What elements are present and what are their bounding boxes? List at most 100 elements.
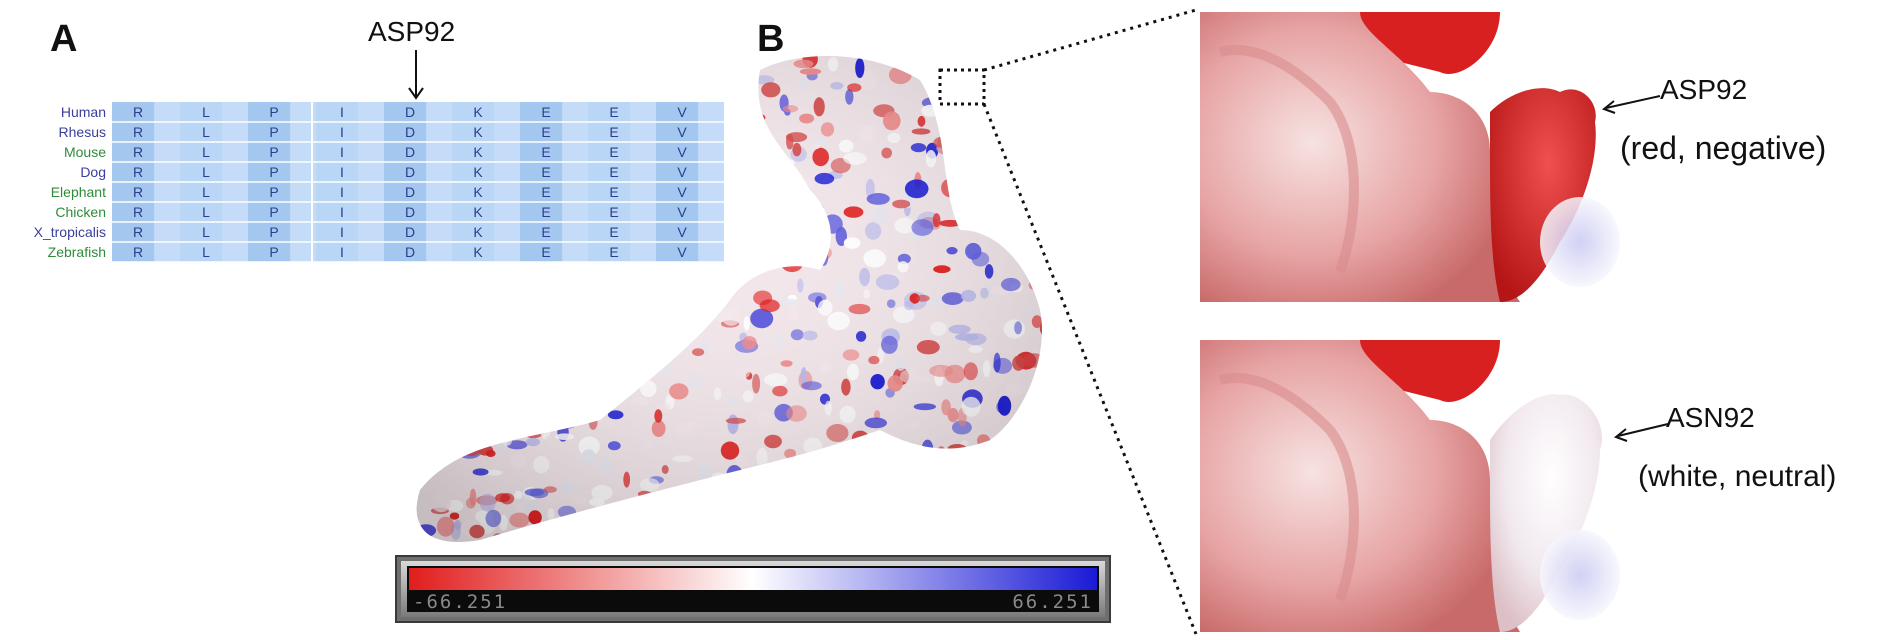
- surface-patch: [535, 110, 552, 118]
- surface-patch: [516, 257, 539, 276]
- surface-patch: [971, 63, 984, 71]
- surface-patch: [984, 133, 1007, 147]
- surface-patch: [892, 496, 910, 511]
- surface-patch: [1014, 532, 1028, 542]
- surface-patch: [549, 381, 561, 393]
- surface-patch: [445, 217, 460, 228]
- surface-patch: [1023, 129, 1032, 140]
- surface-patch: [1076, 225, 1095, 244]
- panel-a-label: A: [50, 18, 78, 60]
- surface-patch: [1070, 81, 1091, 88]
- surface-patch: [766, 179, 788, 194]
- surface-patch: [530, 103, 548, 123]
- surface-patch: [498, 56, 514, 65]
- surface-patch: [416, 56, 439, 66]
- surface-patch: [992, 189, 1014, 198]
- surface-patch: [418, 423, 428, 438]
- surface-patch: [969, 514, 982, 530]
- residue-cell: P: [269, 104, 278, 120]
- surface-patch: [421, 374, 430, 384]
- residue-cell: D: [405, 124, 415, 140]
- surface-patch: [1072, 394, 1092, 403]
- surface-patch: [484, 40, 503, 56]
- surface-patch: [664, 224, 687, 242]
- surface-patch: [738, 187, 746, 204]
- species-label: Zebrafish: [48, 244, 106, 260]
- surface-patch: [541, 406, 555, 422]
- surface-patch: [670, 180, 687, 187]
- surface-patch: [587, 222, 600, 231]
- surface-patch: [551, 223, 569, 232]
- surface-patch: [416, 143, 424, 163]
- surface-patch: [1059, 40, 1071, 46]
- surface-patch: [427, 297, 444, 306]
- surface-patch: [517, 206, 535, 226]
- surface-patch: [1021, 460, 1034, 478]
- residue-cell: P: [269, 224, 278, 240]
- surface-patch: [1025, 201, 1034, 219]
- surface-patch: [731, 86, 747, 104]
- surface-patch: [487, 194, 502, 203]
- surface-patch: [490, 274, 501, 290]
- surface-patch: [611, 66, 630, 76]
- surface-patch: [400, 458, 414, 465]
- surface-patch: [534, 132, 546, 144]
- surface-patch: [438, 64, 451, 82]
- surface-patch: [869, 462, 884, 479]
- surface-patch: [628, 91, 648, 100]
- surface-patch: [471, 119, 480, 129]
- surface-patch: [490, 290, 503, 303]
- surface-patch: [1079, 525, 1089, 533]
- surface-patch: [488, 218, 501, 225]
- surface-patch: [709, 152, 730, 163]
- residue-cell: E: [609, 124, 618, 140]
- residue-cell: E: [609, 204, 618, 220]
- surface-patch: [1073, 509, 1083, 517]
- residue-cell: L: [202, 144, 210, 160]
- residue-cell: P: [269, 184, 278, 200]
- surface-patch: [767, 183, 780, 197]
- surface-patch: [699, 230, 716, 250]
- surface-patch: [511, 266, 522, 274]
- surface-patch: [758, 261, 768, 269]
- surface-patch: [807, 533, 826, 540]
- surface-patch: [400, 279, 410, 290]
- surface-patch: [954, 471, 963, 483]
- surface-patch: [453, 40, 465, 50]
- surface-patch: [550, 336, 568, 344]
- surface-patch: [1005, 541, 1023, 542]
- surface-patch: [733, 40, 742, 54]
- surface-patch: [508, 339, 520, 350]
- surface-patch: [725, 70, 741, 88]
- surface-patch: [473, 356, 490, 364]
- surface-patch: [1049, 195, 1058, 213]
- surface-patch: [447, 425, 460, 440]
- surface-patch: [949, 56, 962, 74]
- surface-patch: [476, 238, 498, 255]
- surface-patch: [533, 137, 557, 146]
- surface-patch: [640, 244, 659, 264]
- surface-patch: [416, 119, 421, 139]
- surface-patch: [1044, 89, 1067, 102]
- surface-patch: [664, 530, 673, 542]
- surface-patch: [536, 204, 548, 223]
- residue-cell: L: [202, 104, 210, 120]
- surface-patch: [455, 120, 466, 138]
- surface-patch: [512, 62, 531, 69]
- surface-patch: [991, 56, 999, 67]
- surface-patch: [1070, 119, 1086, 128]
- surface-patch: [495, 419, 507, 431]
- surface-patch: [458, 192, 470, 200]
- surface-patch: [686, 98, 698, 113]
- scale-max-label: 66.251: [1012, 591, 1093, 613]
- surface-patch: [631, 156, 652, 170]
- surface-patch: [1040, 539, 1042, 542]
- surface-patch: [474, 84, 494, 96]
- surface-patch: [710, 268, 721, 278]
- surface-patch: [516, 411, 525, 431]
- surface-patch: [949, 183, 962, 199]
- surface-patch: [871, 457, 893, 466]
- surface-patch: [461, 136, 471, 154]
- surface-patch: [563, 194, 586, 201]
- surface-patch: [1072, 115, 1081, 122]
